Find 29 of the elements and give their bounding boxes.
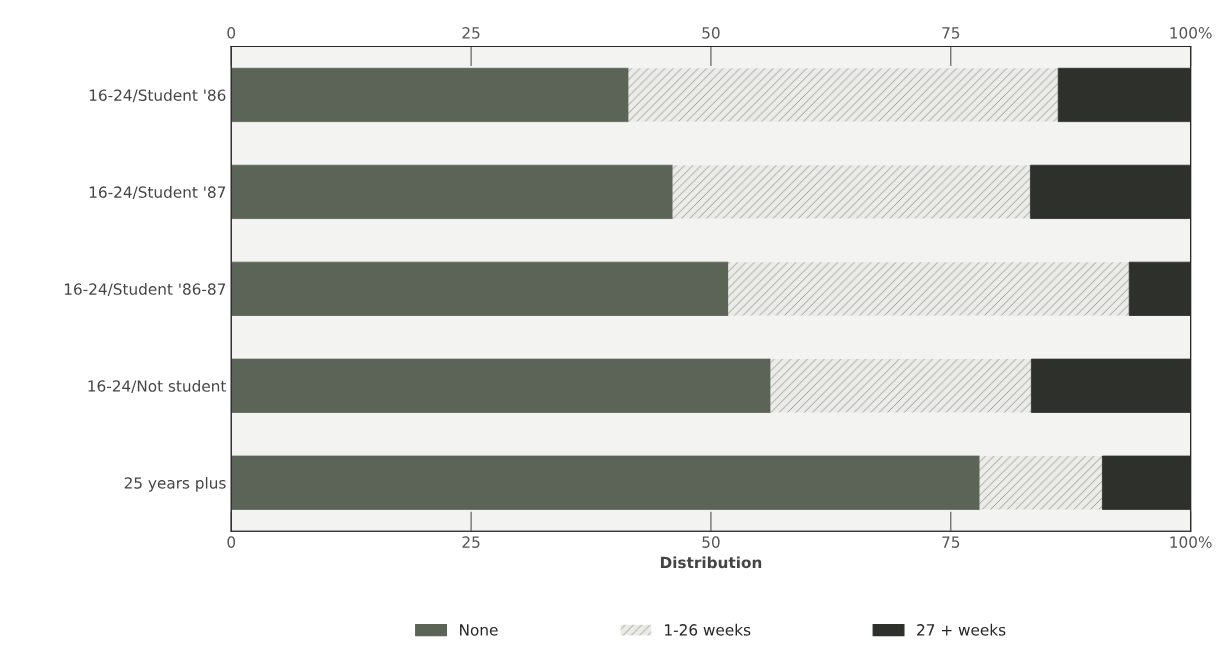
y-tick-label: 25 years plus (124, 476, 226, 492)
x2-tick-label: 50 (702, 27, 720, 39)
bar (231, 455, 980, 510)
x-tick-label: 75 (942, 536, 960, 548)
bar (672, 165, 1031, 219)
y-tick-label: 16-24/Student '86 (89, 89, 226, 103)
bar (231, 67, 629, 123)
bar (231, 164, 673, 219)
x-tick-label: 50 (702, 536, 720, 548)
bar (628, 68, 1059, 122)
x-axis-title: Distribution (660, 556, 762, 569)
y-tick-label: 16-24/Student '87 (89, 186, 226, 200)
bar (770, 359, 1032, 413)
legend-label: None (460, 624, 498, 636)
x2-tick-label: 25 (462, 27, 480, 39)
bar (231, 261, 729, 316)
bar (728, 262, 1130, 316)
bar (231, 358, 771, 413)
y-tick-label: 16-24/Student '86-87 (64, 283, 226, 297)
x-tick-label: 25 (462, 536, 480, 548)
y-tick-label: 16-24/Not student (88, 379, 227, 394)
legend-label: 27 + weeks (917, 623, 1006, 636)
x2-tick-label: 0 (227, 27, 236, 39)
bar (979, 456, 1103, 510)
legend-label: 1-26 weeks (665, 623, 751, 636)
x-tick-label: 100% (1170, 536, 1212, 548)
x2-tick-label: 75 (942, 27, 960, 39)
x2-tick-label: 100% (1170, 27, 1212, 39)
x-tick-label: 0 (227, 536, 236, 548)
